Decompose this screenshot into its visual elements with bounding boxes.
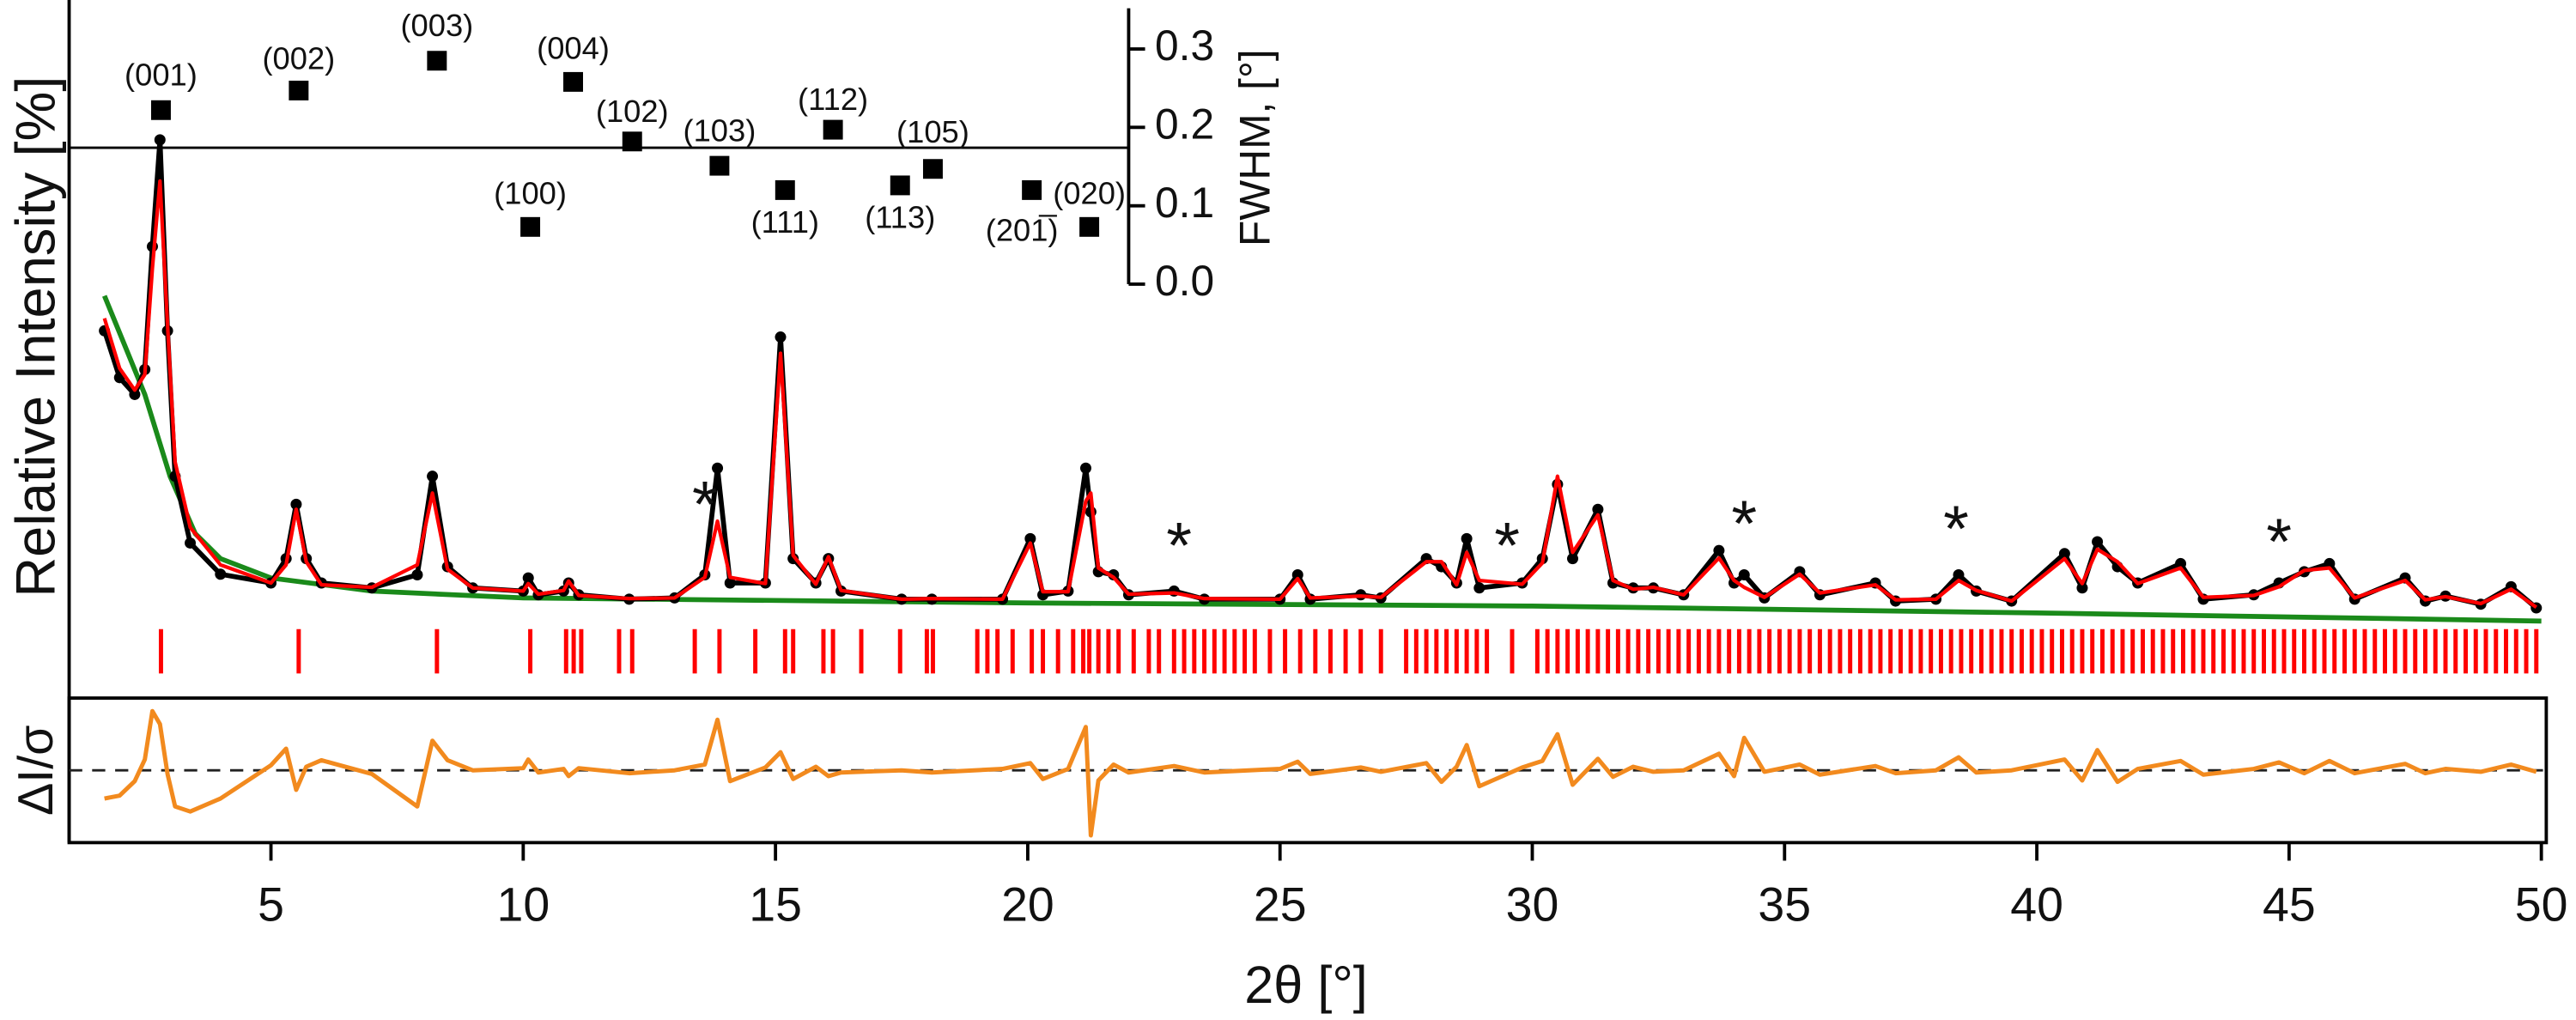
observed-point <box>290 498 302 510</box>
observed-point <box>1473 582 1485 594</box>
fwhm-point <box>890 175 910 196</box>
observed-point <box>2058 548 2070 560</box>
annotation: * <box>1494 509 1520 582</box>
fwhm-point-label: (003) <box>400 8 473 43</box>
y-axis-label: Relative Intensity [%] <box>3 76 66 598</box>
fwhm-point <box>520 216 541 237</box>
difference-line <box>104 708 2537 838</box>
fwhm-point-label: (111) <box>751 204 819 240</box>
x-tick-label: 40 <box>2010 878 2063 932</box>
fwhm-point-label: (105) <box>896 114 969 149</box>
x-axis-label: 2θ [°] <box>1244 956 1368 1014</box>
fwhm-point <box>150 100 171 120</box>
x-tick-label: 45 <box>2263 878 2316 932</box>
observed-point <box>1728 577 1741 589</box>
observed-line <box>101 137 2538 610</box>
x-tick-label: 20 <box>1001 878 1054 932</box>
observed-point <box>2076 582 2088 594</box>
x-tick-label: 5 <box>258 878 284 932</box>
observed-point <box>2175 557 2187 569</box>
inset-y-tick-label: 0.0 <box>1155 257 1214 305</box>
x-tick-label: 35 <box>1758 878 1811 932</box>
fwhm-point-label: (004) <box>537 31 610 66</box>
observed-point <box>1738 569 1750 581</box>
fwhm-point <box>922 159 943 179</box>
fwhm-point-label: (102) <box>596 94 669 129</box>
fwhm-point <box>823 119 843 140</box>
background-line <box>101 294 2542 624</box>
fwhm-point-label: (002) <box>262 41 335 76</box>
x-tick-label: 10 <box>496 878 550 932</box>
fwhm-point <box>709 155 730 176</box>
observed-point <box>1461 532 1473 544</box>
fwhm-point-label: (201̅) <box>986 213 1059 248</box>
calculated-line <box>102 179 2538 610</box>
observed-point <box>185 537 197 549</box>
observed-point <box>1079 462 1091 474</box>
observed-point <box>712 462 724 474</box>
fwhm-point <box>1079 216 1100 237</box>
fwhm-point <box>563 71 583 92</box>
observed-point <box>129 388 141 400</box>
inset-y-tick-label: 0.3 <box>1155 21 1214 70</box>
x-tick-label: 15 <box>749 878 802 932</box>
fwhm-point <box>775 179 795 200</box>
fwhm-point-label: (100) <box>494 176 567 211</box>
fwhm-point-label: (103) <box>683 112 756 148</box>
observed-point <box>1291 569 1303 581</box>
observed-point <box>427 471 439 483</box>
observed-point <box>1713 544 1725 556</box>
observed-point <box>1953 569 1965 581</box>
inset-y-axis-label: FWHM, [°] <box>1231 49 1279 246</box>
observed-point <box>2324 557 2336 569</box>
annotation: * <box>692 468 718 541</box>
observed-point <box>154 134 166 146</box>
observed-point <box>1566 553 1579 565</box>
observed-point <box>724 577 736 589</box>
inset-y-tick-label: 0.1 <box>1155 179 1214 227</box>
observed-point <box>411 569 423 581</box>
fwhm-point <box>1022 179 1042 200</box>
observed-point <box>215 568 227 580</box>
inset-y-tick-label: 0.2 <box>1155 100 1214 148</box>
observed-point <box>2092 536 2104 548</box>
fwhm-point <box>289 80 309 100</box>
annotation: * <box>2266 506 2292 579</box>
fwhm-point-label: (112) <box>798 82 868 117</box>
x-tick-label: 30 <box>1506 878 1559 932</box>
x-tick-label: 25 <box>1254 878 1307 932</box>
observed-point <box>522 572 534 584</box>
difference-axis-label: ΔI/σ <box>9 725 64 816</box>
observed-point <box>1592 503 1604 515</box>
observed-point <box>1024 532 1036 544</box>
fwhm-point <box>427 51 447 71</box>
fwhm-point-label: (001) <box>125 58 197 93</box>
annotation: * <box>1943 493 1969 566</box>
annotation: * <box>1166 509 1192 582</box>
fwhm-point <box>622 131 642 152</box>
fwhm-point-label: (020) <box>1053 176 1126 211</box>
annotation: * <box>1731 488 1757 561</box>
x-tick-label: 50 <box>2515 878 2568 932</box>
fwhm-point-label: (113) <box>865 200 935 235</box>
observed-point <box>775 331 787 343</box>
